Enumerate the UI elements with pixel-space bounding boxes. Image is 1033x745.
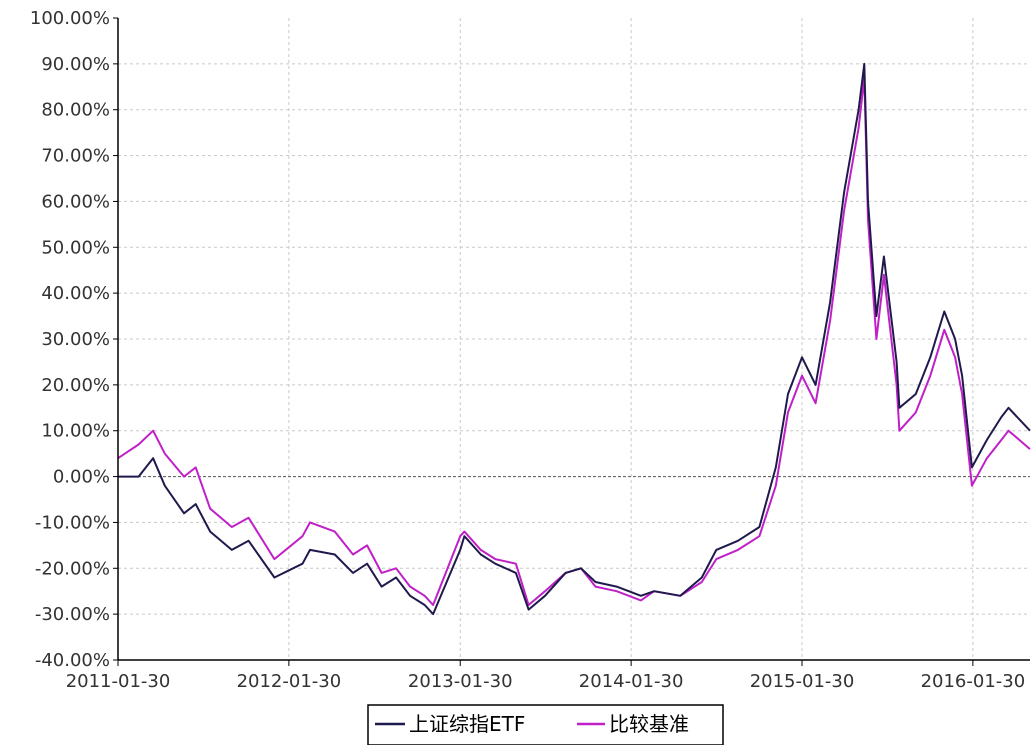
y-tick-label: 100.00% [30, 8, 110, 29]
y-tick-label: -30.00% [35, 604, 110, 625]
y-tick-label: -20.00% [35, 558, 110, 579]
grid-lines [118, 18, 1030, 660]
series-line-2 [117, 76, 1031, 606]
y-tick-label: 90.00% [41, 54, 110, 75]
y-tick-label: 30.00% [41, 329, 110, 350]
y-tick-label: 80.00% [41, 100, 110, 121]
x-tick-label: 2011-01-30 [66, 671, 171, 692]
x-tick-label: 2016-01-30 [921, 671, 1026, 692]
y-tick-label: -40.00% [35, 650, 110, 671]
y-tick-label: 50.00% [41, 237, 110, 258]
y-tick-label: 20.00% [41, 375, 110, 396]
y-tick-label: 70.00% [41, 146, 110, 167]
series-line-1 [118, 62, 1031, 616]
legend-box [367, 704, 724, 745]
x-axis-ticks: 2011-01-30 2012-01-30 2013-01-30 2014-01-30… [66, 660, 1025, 692]
x-tick-label: 2012-01-30 [237, 671, 342, 692]
legend-label-series-2: 比较基准 [609, 712, 689, 736]
x-tick-label: 2014-01-30 [579, 671, 684, 692]
legend-label-series-1: 上证综指ETF [409, 712, 525, 736]
legend: 上证综指ETF 比较基准 [367, 704, 724, 745]
series-layer [117, 62, 1031, 616]
x-tick-label: 2015-01-30 [750, 671, 855, 692]
y-tick-label: 40.00% [41, 283, 110, 304]
y-tick-label: 10.00% [41, 421, 110, 442]
y-tick-label: -10.00% [35, 512, 110, 533]
y-axis-ticks: 100.00% 90.00% 80.00% 70.00% 60.00% 50.00% 40.… [30, 8, 118, 671]
y-tick-label: 0.00% [53, 467, 110, 488]
y-tick-label: 60.00% [41, 191, 110, 212]
x-tick-label: 2013-01-30 [408, 671, 513, 692]
